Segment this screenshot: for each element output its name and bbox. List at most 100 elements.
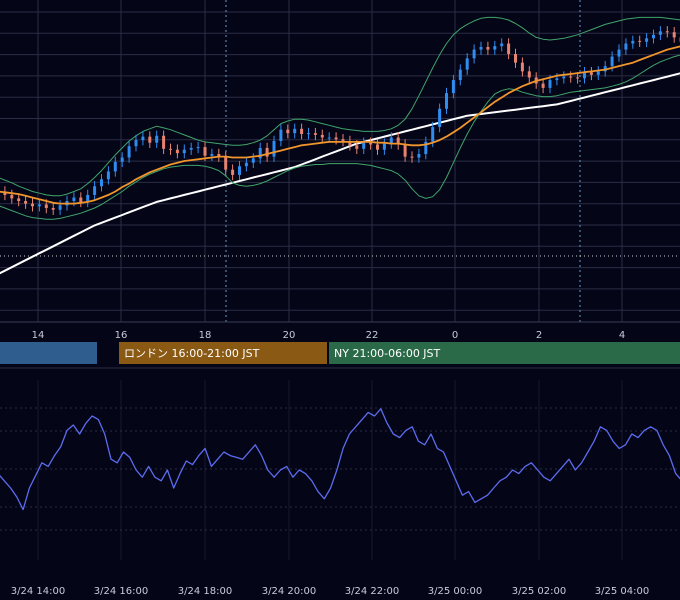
candle-body [617, 49, 621, 57]
candle-body [589, 72, 593, 75]
price-grid [0, 0, 680, 323]
candle-body [451, 80, 455, 94]
x-tick-label: 3/25 00:00 [428, 586, 482, 597]
candle-body [369, 142, 373, 145]
ma-fast-line [0, 45, 680, 205]
candle-body [472, 49, 476, 59]
candle-body [583, 72, 586, 79]
x-tick-label: 3/24 18:00 [178, 586, 232, 597]
oscillator-x-axis: 3/24 14:00 3/24 16:00 3/24 18:00 3/24 20:00… [11, 586, 649, 597]
candle-body [134, 140, 138, 147]
candle-body [479, 46, 483, 50]
x-tick-label: 3/24 22:00 [345, 586, 399, 597]
candle-body [417, 154, 421, 158]
candle-body [51, 207, 55, 210]
candle-body [31, 203, 34, 207]
candle-body [638, 40, 642, 42]
candle-body [500, 43, 504, 47]
candle-body [438, 108, 442, 128]
candle-body [327, 137, 331, 139]
oscillator-line [0, 408, 680, 511]
candle-body [169, 148, 172, 150]
candle-body [175, 149, 179, 154]
candle-body [148, 136, 152, 143]
candle-body [251, 158, 255, 163]
candle-body [631, 40, 635, 44]
candle-body [396, 137, 400, 145]
session-bar: ロンドン 16:00-21:00 JST NY 21:00-06:00 JST [0, 342, 680, 364]
candle-body [10, 194, 14, 199]
candle-body [72, 197, 76, 202]
candle-body [162, 135, 166, 149]
session-asia-block [0, 342, 97, 364]
candle-body [224, 156, 228, 170]
candle-body [652, 34, 655, 39]
candle-body [486, 46, 490, 50]
candle-body [203, 147, 207, 156]
candle-body [389, 137, 393, 144]
candle-body [244, 162, 248, 167]
candle-body [217, 154, 221, 157]
candle-body [127, 146, 131, 158]
candle-body [258, 147, 262, 159]
candle-body [231, 169, 235, 175]
candle-body [520, 62, 524, 72]
candle-body [182, 149, 186, 154]
candle-body [79, 197, 83, 202]
candle-body [465, 58, 469, 70]
candle-body [279, 129, 283, 141]
candle-body [334, 137, 338, 140]
price-panel [0, 16, 680, 275]
candle-body [106, 171, 110, 180]
candle-body [341, 139, 345, 141]
x-tick-label: 14 [32, 330, 45, 341]
candle-body [272, 140, 276, 157]
candle-body [548, 80, 552, 88]
candle-body [403, 144, 407, 157]
candle-body [376, 144, 379, 150]
candle-body [458, 69, 462, 81]
candle-body [658, 31, 662, 35]
oscillator-grid [0, 380, 680, 560]
candle-body [569, 76, 573, 78]
session-london-label: ロンドン 16:00-21:00 JST [124, 347, 260, 360]
candle-body [645, 38, 649, 42]
candle-body [665, 31, 669, 33]
candle-body [527, 71, 531, 78]
candle-body [86, 194, 90, 202]
candle-body [431, 127, 435, 142]
x-tick-label: 2 [536, 330, 542, 341]
candle-body [348, 140, 352, 146]
candle-body [313, 133, 317, 135]
x-tick-label: 3/24 14:00 [11, 586, 65, 597]
candle-body [355, 145, 359, 149]
session-london-block [119, 342, 327, 364]
candle-body [141, 136, 145, 141]
x-tick-label: 0 [452, 330, 458, 341]
x-tick-label: 3/24 20:00 [262, 586, 316, 597]
x-tick-label: 4 [619, 330, 625, 341]
x-tick-label: 22 [366, 330, 379, 341]
candle-body [624, 43, 628, 50]
candle-body [210, 154, 214, 156]
candle-body [265, 147, 269, 157]
x-tick-label: 20 [283, 330, 296, 341]
x-tick-label: 16 [115, 330, 128, 341]
candle-body [120, 157, 124, 162]
candle-body [493, 46, 497, 50]
x-tick-label: 3/24 16:00 [94, 586, 148, 597]
bollinger-upper-line [0, 16, 680, 197]
candle-body [293, 128, 297, 134]
candle-body [672, 32, 676, 38]
candle-body [37, 204, 41, 207]
candle-body [300, 128, 304, 135]
candle-body [100, 179, 103, 187]
session-ny-label: NY 21:00-06:00 JST [334, 347, 441, 360]
candle-body [514, 53, 517, 63]
candle-body [113, 161, 117, 172]
candle-body [562, 76, 566, 79]
bollinger-lower-line [0, 54, 680, 220]
oscillator-panel [0, 408, 680, 511]
candle-body [58, 205, 62, 210]
